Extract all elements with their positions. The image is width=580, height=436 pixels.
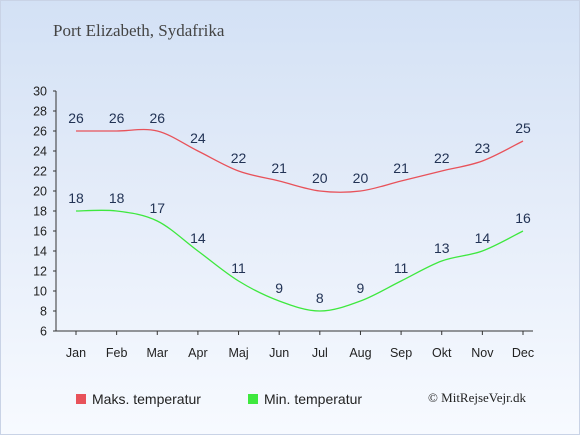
y-tick-label: 6 xyxy=(40,325,47,339)
y-tick-label: 22 xyxy=(33,165,47,179)
data-label: 16 xyxy=(515,210,531,226)
y-tick-label: 26 xyxy=(33,125,47,139)
data-label: 23 xyxy=(475,140,491,156)
y-tick-label: 18 xyxy=(33,205,47,219)
data-label: 25 xyxy=(515,120,531,136)
x-tick-label: Maj xyxy=(228,346,248,360)
x-tick-label: Okt xyxy=(432,346,452,360)
x-tick-label: Jan xyxy=(66,346,86,360)
data-label: 21 xyxy=(271,160,287,176)
data-label: 13 xyxy=(434,240,450,256)
x-tick-label: Aug xyxy=(349,346,371,360)
x-axis-ticks: Jan Feb Mar Apr Maj Jun Jul Aug Sep Okt Nov Dec xyxy=(66,331,534,360)
legend-swatch-max xyxy=(76,394,86,404)
data-label: 9 xyxy=(357,280,365,296)
legend-item-max: Maks. temperatur xyxy=(76,390,201,408)
legend-label-max: Maks. temperatur xyxy=(92,391,201,407)
data-label: 14 xyxy=(475,230,491,246)
y-tick-label: 12 xyxy=(33,265,47,279)
data-label: 11 xyxy=(394,260,409,276)
y-tick-label: 30 xyxy=(33,85,47,99)
y-tick-label: 8 xyxy=(40,305,47,319)
data-label: 24 xyxy=(190,130,206,146)
data-label: 22 xyxy=(434,150,450,166)
x-tick-label: Apr xyxy=(188,346,207,360)
data-label: 26 xyxy=(68,110,84,126)
x-tick-label: Dec xyxy=(512,346,534,360)
y-tick-label: 14 xyxy=(33,245,47,259)
data-label: 8 xyxy=(316,290,324,306)
chart-title: Port Elizabeth, Sydafrika xyxy=(53,21,225,40)
y-tick-label: 16 xyxy=(33,225,47,239)
x-tick-label: Mar xyxy=(147,346,169,360)
series-line-min xyxy=(75,209,524,312)
x-tick-label: Jul xyxy=(312,346,328,360)
y-axis-ticks: 6 8 10 12 14 16 18 20 22 24 26 28 30 xyxy=(33,85,56,339)
series-lines xyxy=(75,128,524,312)
data-label: 20 xyxy=(353,170,369,186)
data-label: 22 xyxy=(231,150,247,166)
x-tick-label: Jun xyxy=(269,346,289,360)
data-label: 18 xyxy=(109,190,125,206)
data-label: 11 xyxy=(231,260,246,276)
data-label: 21 xyxy=(393,160,409,176)
y-tick-label: 20 xyxy=(33,185,47,199)
data-label: 26 xyxy=(149,110,165,126)
x-tick-label: Sep xyxy=(390,346,412,360)
axes xyxy=(55,91,533,332)
legend-item-min: Min. temperatur xyxy=(248,390,362,408)
x-tick-label: Nov xyxy=(471,346,494,360)
data-label: 26 xyxy=(109,110,125,126)
data-label: 18 xyxy=(68,190,84,206)
y-tick-label: 24 xyxy=(33,145,47,159)
data-labels: 26 26 26 24 22 21 20 20 21 22 23 25 18 18 17 14 11 9 8 9 11 1… xyxy=(68,110,531,306)
data-label: 17 xyxy=(149,200,165,216)
y-tick-label: 28 xyxy=(33,105,47,119)
series-line-max xyxy=(76,128,524,193)
data-label: 20 xyxy=(312,170,328,186)
data-label: 9 xyxy=(275,280,283,296)
data-label: 14 xyxy=(190,230,206,246)
y-tick-label: 10 xyxy=(33,285,47,299)
credit-text: © MitRejseVejr.dk xyxy=(428,390,526,405)
legend-label-min: Min. temperatur xyxy=(264,391,363,407)
legend-swatch-min xyxy=(248,394,258,404)
x-tick-label: Feb xyxy=(106,346,128,360)
